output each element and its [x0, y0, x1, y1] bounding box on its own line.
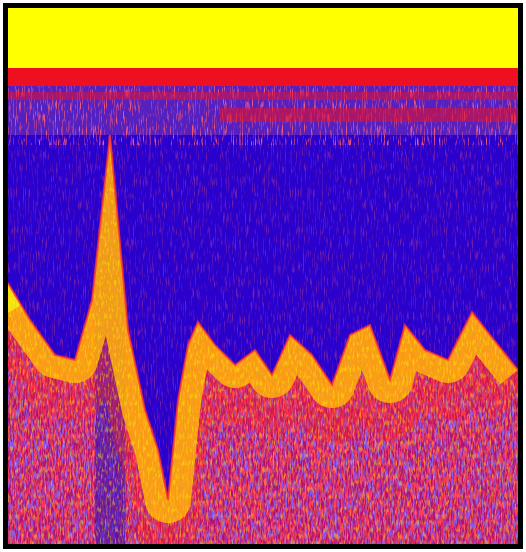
surface-band [8, 8, 518, 72]
red-streak [8, 92, 518, 100]
red-streak [220, 108, 518, 122]
echogram-image [8, 8, 518, 544]
surface-edge [8, 68, 518, 86]
